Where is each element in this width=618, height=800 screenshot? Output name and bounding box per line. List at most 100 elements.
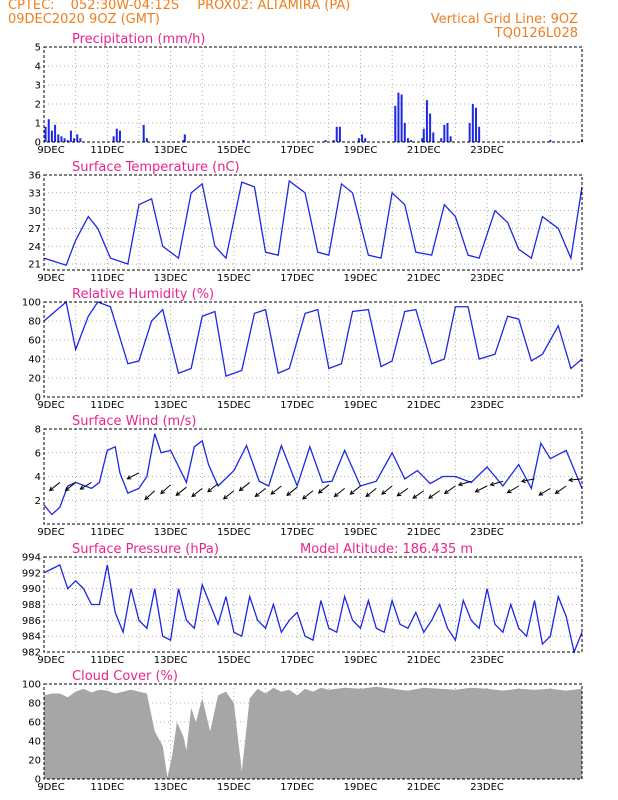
wind-arrow: [396, 487, 409, 497]
precip-bar: [446, 123, 449, 142]
precip-bar: [112, 136, 115, 142]
x-tick-label: 13DEC: [154, 400, 188, 411]
wind-arrow: [554, 485, 567, 495]
x-tick-label: 23DEC: [470, 655, 504, 666]
y-tick-label: 100: [22, 680, 41, 691]
precip-bar: [54, 124, 57, 142]
y-tick-label: 21: [28, 260, 41, 271]
x-tick-label: 17DEC: [280, 655, 314, 666]
precip-bar: [76, 134, 79, 142]
precip-bar: [361, 134, 364, 142]
wind-arrow: [568, 477, 583, 483]
precip-bar: [335, 126, 338, 142]
precip-bar: [406, 138, 409, 142]
precip-bar: [142, 124, 145, 142]
precip-bar: [471, 104, 474, 142]
humidity-title: Relative Humidity (%): [72, 287, 214, 302]
x-tick-label: 9DEC: [37, 400, 64, 411]
cloud-panel: 0 20 40 60 80 100 9DEC 11DEC 13DEC 15DEC 17DEC 19DE…: [22, 669, 583, 793]
date-label: 09DEC2020 9OZ (GMT): [8, 12, 160, 27]
x-tick-label: 17DEC: [280, 145, 314, 156]
pressure-line: [43, 564, 583, 655]
wind-arrow: [191, 487, 203, 498]
precip-bar: [410, 140, 413, 142]
x-tick-label: 13DEC: [154, 527, 188, 538]
humidity-line: [43, 300, 583, 377]
y-tick-label: 984: [22, 632, 41, 643]
wind-title: Surface Wind (m/s): [72, 414, 196, 429]
y-tick-label: 6: [35, 448, 41, 459]
x-tick-label: 9DEC: [37, 655, 64, 666]
x-tick-label: 21DEC: [407, 145, 441, 156]
temp-panel: 21 24 27 30 33 36 9DEC 11DEC 13DEC 15DEC 17DEC 19DE…: [28, 160, 583, 284]
y-tick-label: 30: [28, 206, 41, 217]
wind-arrow: [333, 487, 345, 498]
precip-bar: [73, 138, 76, 142]
x-tick-label: 11DEC: [90, 527, 124, 538]
y-tick-label: 0: [35, 138, 41, 149]
wind-arrow: [144, 490, 156, 501]
y-tick-label: 1: [35, 119, 41, 130]
x-tick-label: 23DEC: [470, 782, 504, 793]
cloud-area: [44, 686, 582, 779]
precip-bar: [549, 140, 552, 142]
precip-bar: [79, 138, 82, 142]
precip-panel: 0 1 2 3 4 5 9DEC 11DEC 13DEC 15DEC 17DEC 19DEC 21DEC…: [35, 32, 583, 156]
y-tick-label: 80: [28, 317, 41, 328]
y-tick-label: 100: [22, 298, 41, 309]
wind-arrow: [538, 487, 551, 496]
x-tick-label: 11DEC: [90, 782, 124, 793]
temp-line: [43, 179, 583, 267]
wind-arrow: [175, 486, 187, 496]
wind-arrow: [79, 482, 92, 490]
wind-arrow: [474, 485, 488, 493]
x-tick-label: 21DEC: [407, 273, 441, 284]
wind-arrow: [48, 482, 61, 492]
wind-arrow: [222, 490, 235, 500]
x-tick-label: 13DEC: [154, 782, 188, 793]
x-tick-label: 13DEC: [154, 273, 188, 284]
x-tick-label: 21DEC: [407, 527, 441, 538]
x-tick-label: 19DEC: [344, 782, 378, 793]
y-tick-label: 0: [35, 775, 41, 786]
precip-bar: [115, 128, 118, 142]
y-tick-label: 992: [22, 568, 41, 579]
precip-bar: [242, 140, 245, 142]
y-tick-label: 24: [28, 242, 41, 253]
x-tick-label: 23DEC: [470, 527, 504, 538]
temp-frame: [43, 174, 583, 271]
wind-panel: 2 4 6 8 9DEC 11DEC 13DEC 15DEC 17DEC 19DEC 21DEC 23…: [35, 414, 583, 538]
y-tick-label: 4: [35, 62, 41, 73]
y-tick-label: 8: [35, 425, 41, 436]
wind-arrow: [254, 487, 266, 498]
y-tick-label: 60: [28, 336, 41, 347]
x-tick-label: 9DEC: [37, 273, 64, 284]
humidity-panel: 0 20 40 60 80 100 9DEC 11DEC 13DEC 15DEC 17DEC 19DE…: [22, 287, 583, 411]
x-tick-label: 11DEC: [90, 400, 124, 411]
wind-arrow: [207, 483, 219, 493]
precip-bar: [364, 138, 367, 142]
precip-title: Precipitation (mm/h): [72, 32, 205, 47]
y-tick-label: 36: [28, 171, 41, 182]
x-tick-label: 21DEC: [407, 782, 441, 793]
x-tick-label: 11DEC: [90, 655, 124, 666]
y-tick-label: 2: [35, 496, 41, 507]
wind-arrow: [506, 485, 519, 494]
precip-bar: [422, 128, 425, 142]
pressure-frame: [43, 556, 583, 653]
model-label: TQ0126L028: [494, 26, 578, 41]
wind-arrow: [457, 480, 472, 487]
x-tick-label: 23DEC: [470, 145, 504, 156]
wind-arrow: [443, 485, 456, 495]
y-tick-label: 994: [22, 553, 41, 564]
station-label: PROX02: ALTAMIRA (PA): [197, 0, 351, 13]
precip-bar: [332, 140, 335, 142]
wind-arrow: [428, 490, 440, 499]
precip-bar: [394, 105, 397, 142]
cloud-title: Cloud Cover (%): [72, 669, 178, 684]
y-tick-label: 27: [28, 224, 41, 235]
y-tick-label: 4: [35, 472, 41, 483]
wind-frame: [43, 428, 583, 525]
y-tick-label: 982: [22, 648, 41, 659]
x-tick-label: 15DEC: [217, 527, 251, 538]
